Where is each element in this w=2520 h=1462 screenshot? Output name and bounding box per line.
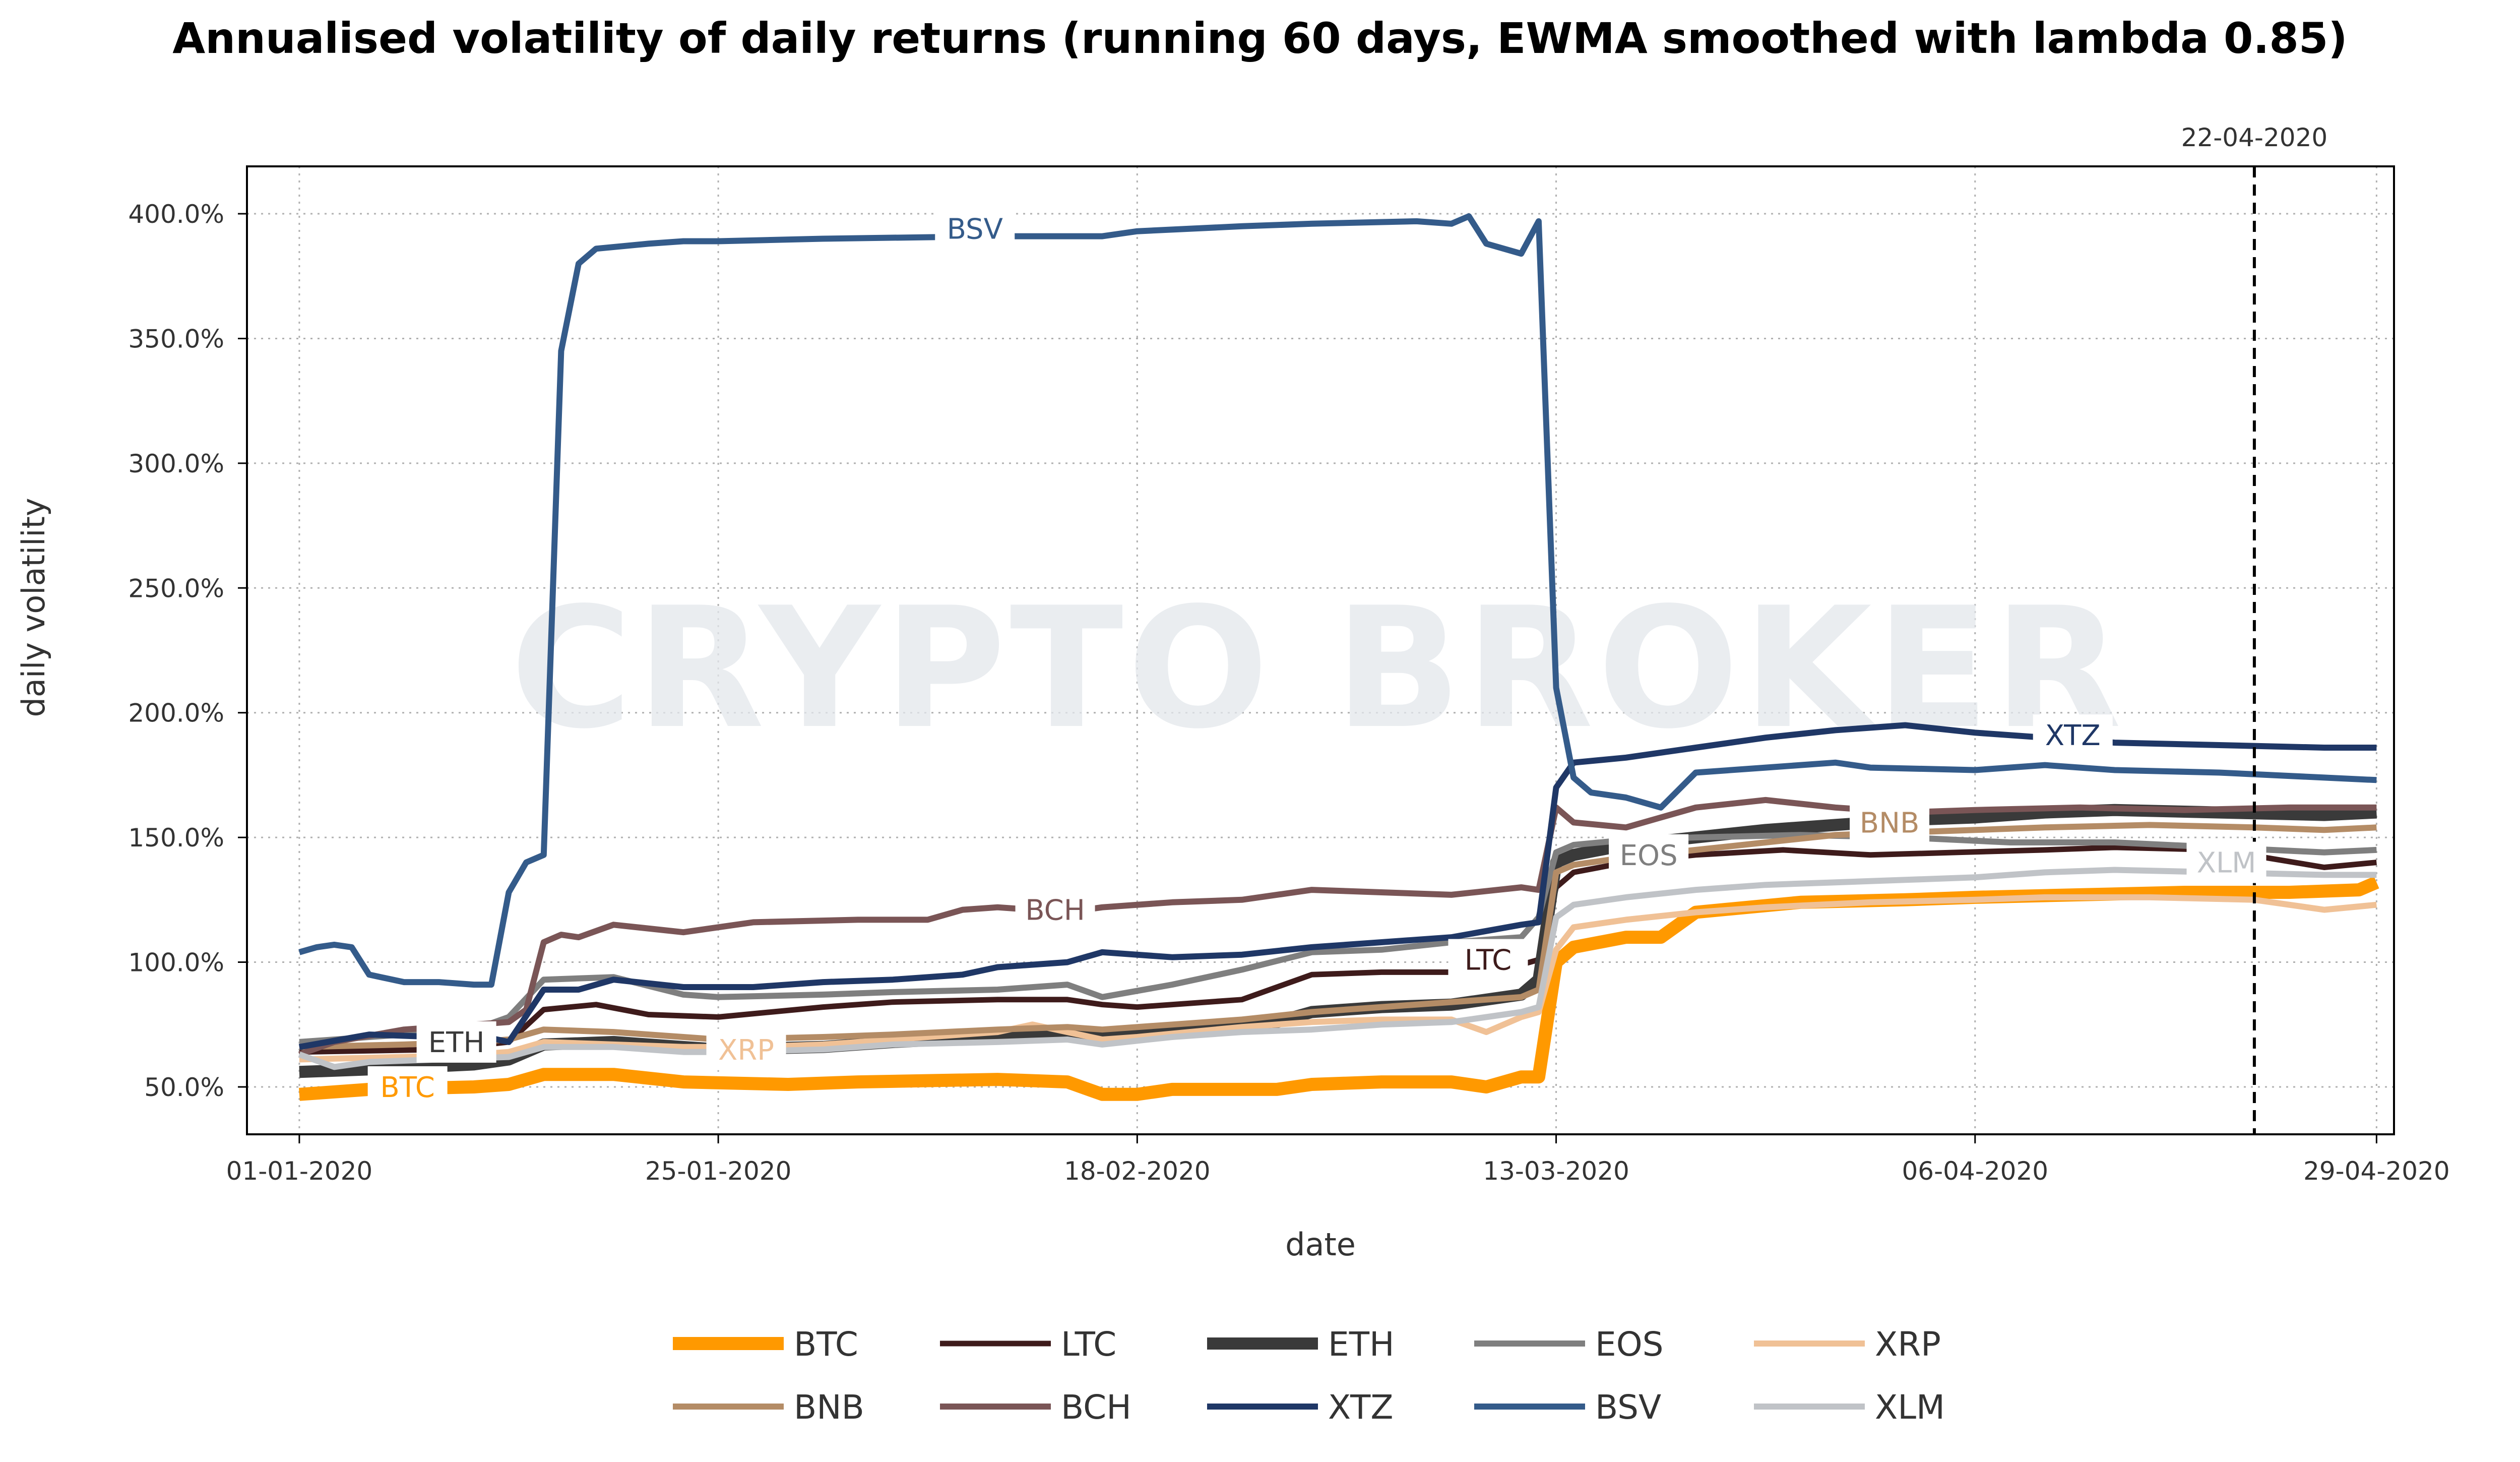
series-line-btc xyxy=(298,876,2379,1101)
legend-label-xlm: XLM xyxy=(1875,1388,1945,1427)
series-label-bg-eos xyxy=(1609,834,1689,876)
series-lines xyxy=(298,213,2379,1101)
legend-label-xtz: XTZ xyxy=(1328,1388,1394,1427)
legend-label-ltc: LTC xyxy=(1061,1325,1116,1364)
series-label-bg-bch xyxy=(1015,889,1095,931)
y-tick-label: 350.0% xyxy=(128,324,224,353)
x-tick-label: 18-02-2020 xyxy=(1064,1156,1211,1186)
series-line-bsv xyxy=(298,213,2377,988)
legend-label-eos: EOS xyxy=(1595,1325,1664,1364)
x-tick-label: 06-04-2020 xyxy=(1902,1156,2048,1186)
series-line-xrp xyxy=(299,894,2377,1063)
series-line-xtz xyxy=(298,722,2377,1050)
legend-label-eth: ETH xyxy=(1328,1325,1395,1364)
date-marker: 22-04-2020 xyxy=(2181,123,2328,1134)
series-label-eth: ETH xyxy=(428,1026,485,1059)
watermark: CRYPTO BROKER xyxy=(510,572,2125,765)
series-label-xlm: XLM xyxy=(2197,847,2256,880)
series-label-bg-btc xyxy=(367,1066,448,1108)
y-tick-label: 400.0% xyxy=(128,200,224,229)
series-labels: BTC LTC ETH EOS XRP BNB BCH XTZ BSV XLM xyxy=(367,208,2266,1108)
y-axis-ticks: 50.0% 100.0% 150.0% 200.0% 250.0% 300.0% 350.0… xyxy=(128,200,247,1102)
series-label-bg-ltc xyxy=(1448,939,1528,981)
y-tick-label: 100.0% xyxy=(128,948,224,978)
series-label-bg-bsv xyxy=(935,208,1015,250)
x-tick-label: 01-01-2020 xyxy=(226,1156,373,1186)
series-label-bsv: BSV xyxy=(947,213,1003,246)
series-label-bnb: BNB xyxy=(1860,807,1920,839)
legend-label-bch: BCH xyxy=(1061,1388,1131,1427)
series-label-bg-eth xyxy=(416,1021,496,1063)
legend-label-bsv: BSV xyxy=(1595,1388,1661,1427)
series-label-btc: BTC xyxy=(380,1071,434,1104)
y-tick-label: 50.0% xyxy=(144,1073,224,1102)
legend-label-btc: BTC xyxy=(794,1325,858,1364)
series-label-xrp: XRP xyxy=(718,1034,774,1067)
y-tick-label: 150.0% xyxy=(128,823,224,852)
series-line-ltc xyxy=(299,844,2377,1055)
series-label-ltc: LTC xyxy=(1465,944,1512,977)
y-tick-label: 250.0% xyxy=(128,574,224,603)
legend-label-xrp: XRP xyxy=(1875,1325,1941,1364)
x-tick-label: 13-03-2020 xyxy=(1483,1156,1629,1186)
x-axis-label: date xyxy=(1285,1226,1356,1263)
chart-title: Annualised volatility of daily returns (… xyxy=(172,14,2347,63)
marker-label: 22-04-2020 xyxy=(2181,123,2328,152)
series-label-xtz: XTZ xyxy=(2045,719,2101,752)
series-label-eos: EOS xyxy=(1620,839,1678,872)
series-label-bg-bnb xyxy=(1850,802,1930,843)
x-tick-label: 25-01-2020 xyxy=(645,1156,792,1186)
series-label-bg-xrp xyxy=(706,1028,786,1070)
x-tick-label: 29-04-2020 xyxy=(2303,1156,2450,1186)
legend-label-bnb: BNB xyxy=(794,1388,864,1427)
y-tick-label: 300.0% xyxy=(128,449,224,478)
series-label-bg-xtz xyxy=(2033,714,2113,756)
plot-frame xyxy=(246,165,2395,1135)
legend: BTC LTC ETH EOS XRP BNB BCH XTZ BSV XLM xyxy=(673,1325,1945,1427)
series-label-bch: BCH xyxy=(1025,894,1085,927)
series-label-bg-xlm xyxy=(2186,841,2266,883)
y-tick-label: 200.0% xyxy=(128,699,224,728)
y-axis-label: daily volatility xyxy=(15,498,52,717)
series-line-xlm xyxy=(298,867,2377,1070)
series-line-bnb xyxy=(299,822,2377,1050)
series-line-bch xyxy=(298,797,2377,1058)
x-axis-ticks: 01-01-2020 25-01-2020 18-02-2020 13-03-2020… xyxy=(226,1134,2450,1186)
